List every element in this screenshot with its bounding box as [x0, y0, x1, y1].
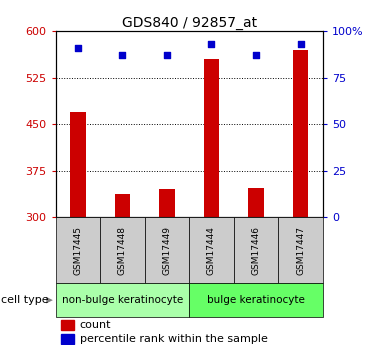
- Point: [75, 45, 81, 51]
- FancyBboxPatch shape: [234, 217, 278, 283]
- FancyBboxPatch shape: [278, 217, 323, 283]
- Text: bulge keratinocyte: bulge keratinocyte: [207, 295, 305, 305]
- Bar: [62, 334, 73, 344]
- Bar: [115, 194, 130, 217]
- FancyBboxPatch shape: [145, 217, 189, 283]
- Text: GSM17445: GSM17445: [73, 226, 82, 275]
- FancyBboxPatch shape: [56, 217, 100, 283]
- Text: GSM17449: GSM17449: [162, 226, 171, 275]
- Bar: [248, 188, 264, 217]
- Title: GDS840 / 92857_at: GDS840 / 92857_at: [122, 16, 257, 30]
- FancyBboxPatch shape: [189, 283, 323, 317]
- Point: [119, 52, 125, 58]
- Point: [298, 41, 303, 47]
- Bar: [159, 189, 175, 217]
- Text: count: count: [80, 320, 111, 330]
- FancyBboxPatch shape: [56, 283, 189, 317]
- Point: [253, 52, 259, 58]
- Text: GSM17444: GSM17444: [207, 226, 216, 275]
- FancyBboxPatch shape: [100, 217, 145, 283]
- Text: cell type: cell type: [1, 295, 48, 305]
- Text: GSM17446: GSM17446: [252, 226, 260, 275]
- Bar: [204, 59, 219, 217]
- FancyBboxPatch shape: [189, 217, 234, 283]
- Bar: [62, 320, 73, 330]
- Point: [209, 41, 214, 47]
- Bar: [293, 50, 308, 217]
- Point: [164, 52, 170, 58]
- Bar: [70, 112, 86, 217]
- Text: GSM17448: GSM17448: [118, 226, 127, 275]
- Text: GSM17447: GSM17447: [296, 226, 305, 275]
- Text: non-bulge keratinocyte: non-bulge keratinocyte: [62, 295, 183, 305]
- Text: percentile rank within the sample: percentile rank within the sample: [80, 334, 267, 344]
